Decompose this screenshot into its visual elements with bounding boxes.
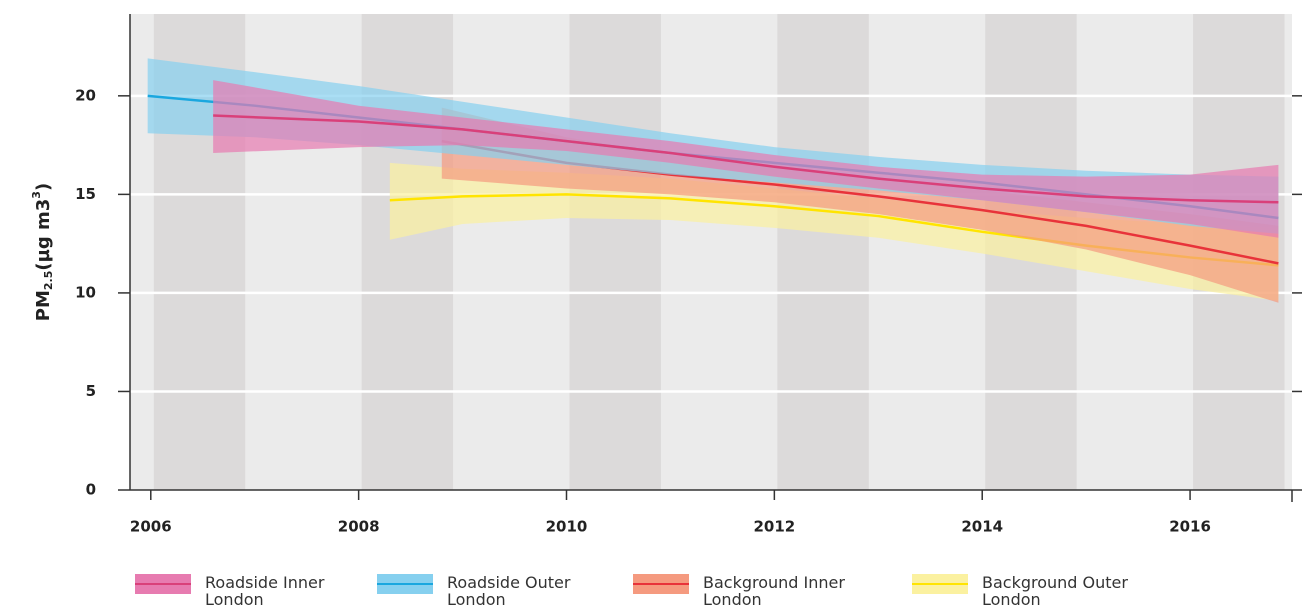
legend-swatch — [633, 574, 689, 594]
legend-item: Roadside Outer London — [377, 574, 597, 608]
legend-label: Background Inner London — [703, 573, 845, 609]
legend-line — [377, 583, 433, 585]
series-line — [213, 114, 1279, 204]
x-tick-label: 2008 — [338, 518, 380, 536]
legend-swatch — [135, 574, 191, 594]
legend-line — [633, 583, 689, 585]
legend-swatch — [912, 574, 968, 594]
y-label-sub: 2.5 — [42, 271, 55, 291]
y-tick-label: 0 — [86, 481, 96, 499]
y-label-part: (µg m3 — [33, 199, 54, 271]
stripe — [777, 14, 869, 490]
y-tick-label: 10 — [75, 283, 96, 301]
x-tick-label: 2016 — [1169, 518, 1211, 536]
confidence-band — [213, 80, 1279, 238]
y-tick-label: 20 — [75, 86, 96, 104]
y-label-part: PM — [33, 290, 54, 321]
y-tick-label: 5 — [86, 382, 96, 400]
legend-swatch — [377, 574, 433, 594]
y-axis-label: PM2.5(µg m33) — [30, 183, 55, 321]
chart: PM2.5(µg m33) 0 5 10 15 20 2006 2008 2010 2012 20… — [30, 14, 1302, 536]
legend-label: Roadside Outer London — [447, 573, 571, 609]
legend-line — [912, 583, 968, 585]
stripe — [361, 14, 454, 490]
y-label-sup: 3 — [30, 191, 43, 199]
x-tick-label: 2006 — [130, 518, 172, 536]
legend-label: Roadside Inner London — [205, 573, 325, 609]
legend-item: Background Inner London — [633, 574, 853, 608]
stripe — [569, 14, 661, 490]
legend-item: Background Outer London — [912, 574, 1132, 608]
y-tick-label: 15 — [75, 185, 96, 203]
y-label-part: ) — [33, 183, 54, 191]
x-tick-label: 2010 — [546, 518, 588, 536]
legend-label: Background Outer London — [982, 573, 1128, 609]
legend-item: Roadside Inner London — [135, 574, 355, 608]
legend-line — [135, 583, 191, 585]
x-tick-label: 2012 — [753, 518, 795, 536]
x-tick-label: 2014 — [961, 518, 1003, 536]
